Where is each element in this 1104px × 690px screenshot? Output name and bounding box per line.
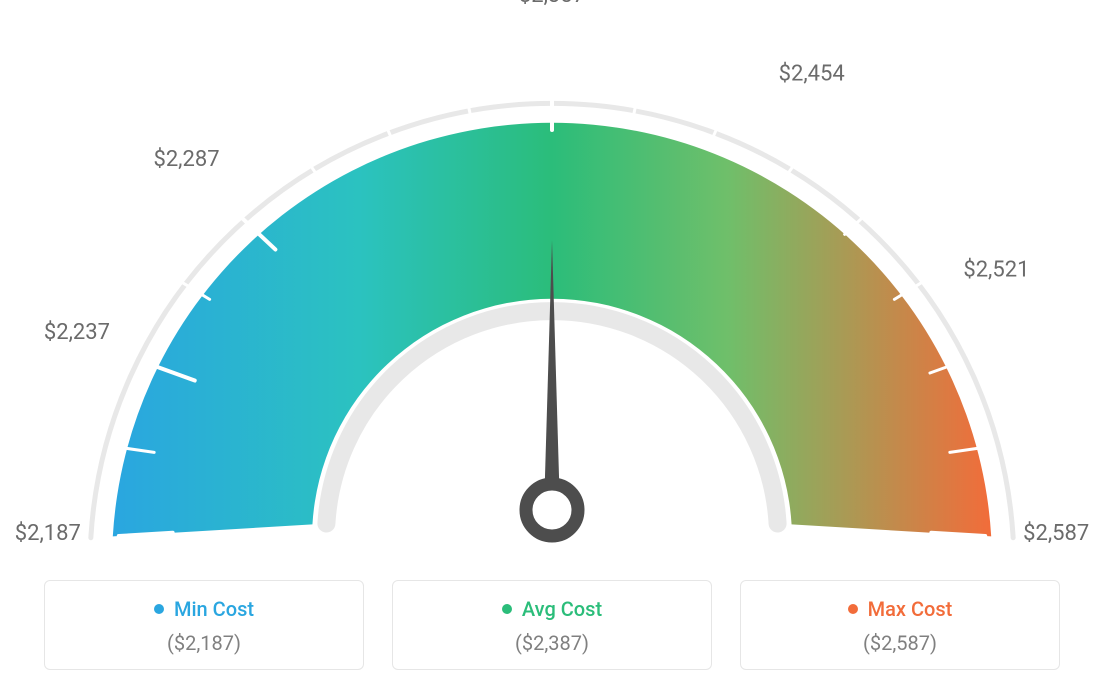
svg-text:$2,521: $2,521 [963,258,1029,283]
cost-gauge-chart: $2,187 $2,237 $2,287 $2,387 $2,454 $2,521 $2,5… [0,0,1104,690]
legend-dot-min [154,604,164,614]
legend-label-max: Max Cost [868,597,953,621]
legend-title-max: Max Cost [751,597,1049,621]
legend-card-avg: Avg Cost ($2,387) [392,580,712,670]
svg-text:$2,187: $2,187 [15,521,81,546]
svg-text:$2,454: $2,454 [779,61,845,86]
legend-card-min: Min Cost ($2,187) [44,580,364,670]
gauge-area: $2,187 $2,237 $2,287 $2,387 $2,454 $2,521 $2,5… [0,0,1104,560]
svg-text:$2,387: $2,387 [519,0,585,8]
legend-dot-max [848,604,858,614]
legend-value-min: ($2,187) [55,631,353,655]
svg-text:$2,587: $2,587 [1023,521,1089,546]
legend-value-avg: ($2,387) [403,631,701,655]
svg-text:$2,237: $2,237 [44,320,110,345]
gauge-svg: $2,187 $2,237 $2,287 $2,387 $2,454 $2,521 $2,5… [0,0,1104,560]
legend-row: Min Cost ($2,187) Avg Cost ($2,387) Max … [0,580,1104,670]
legend-title-avg: Avg Cost [403,597,701,621]
svg-text:$2,287: $2,287 [153,147,219,172]
legend-card-max: Max Cost ($2,587) [740,580,1060,670]
legend-label-min: Min Cost [174,597,254,621]
legend-dot-avg [502,604,512,614]
legend-label-avg: Avg Cost [522,597,602,621]
legend-title-min: Min Cost [55,597,353,621]
legend-value-max: ($2,587) [751,631,1049,655]
